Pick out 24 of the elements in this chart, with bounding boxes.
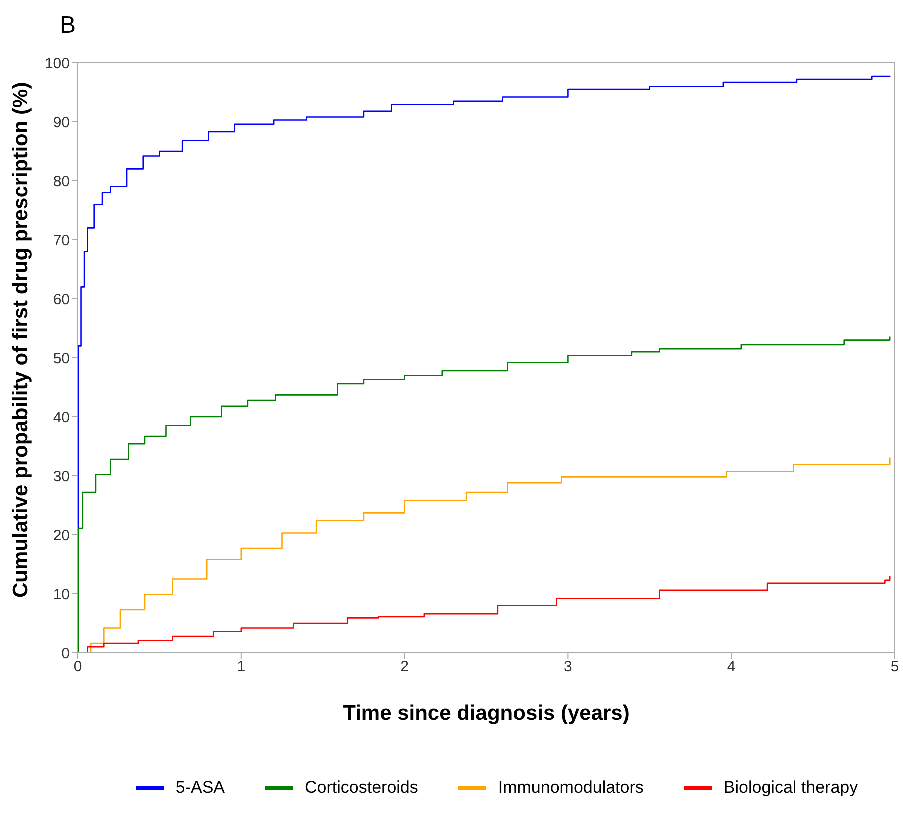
legend-label: Biological therapy <box>724 778 858 798</box>
y-tick-label: 90 <box>53 114 70 132</box>
x-axis-title: Time since diagnosis (years) <box>343 702 630 725</box>
chart-title: B <box>60 12 76 40</box>
x-tick-label: 1 <box>237 658 246 676</box>
x-tick-label: 5 <box>890 658 900 676</box>
x-tick-label: 0 <box>74 658 82 676</box>
x-tick-label: 2 <box>400 658 409 676</box>
legend-label: 5-ASA <box>176 778 226 798</box>
y-tick-label: 0 <box>62 645 70 662</box>
legend-label: Corticosteroids <box>305 778 418 798</box>
x-tick-label: 3 <box>564 658 572 676</box>
y-tick-label: 100 <box>44 55 70 72</box>
legend-label: Immunomodulators <box>498 778 644 798</box>
y-tick-label: 30 <box>53 468 70 486</box>
y-tick-label: 20 <box>53 527 70 544</box>
y-tick-label: 50 <box>53 350 70 368</box>
y-tick-label: 10 <box>53 586 70 604</box>
y-tick-label: 80 <box>53 173 70 190</box>
x-tick-label: 4 <box>727 658 736 676</box>
y-tick-label: 70 <box>53 232 70 250</box>
y-tick-label: 40 <box>53 409 70 426</box>
y-axis-title: Cumulative propability of first drug prescription (%) <box>9 82 32 598</box>
y-tick-label: 60 <box>53 291 70 308</box>
